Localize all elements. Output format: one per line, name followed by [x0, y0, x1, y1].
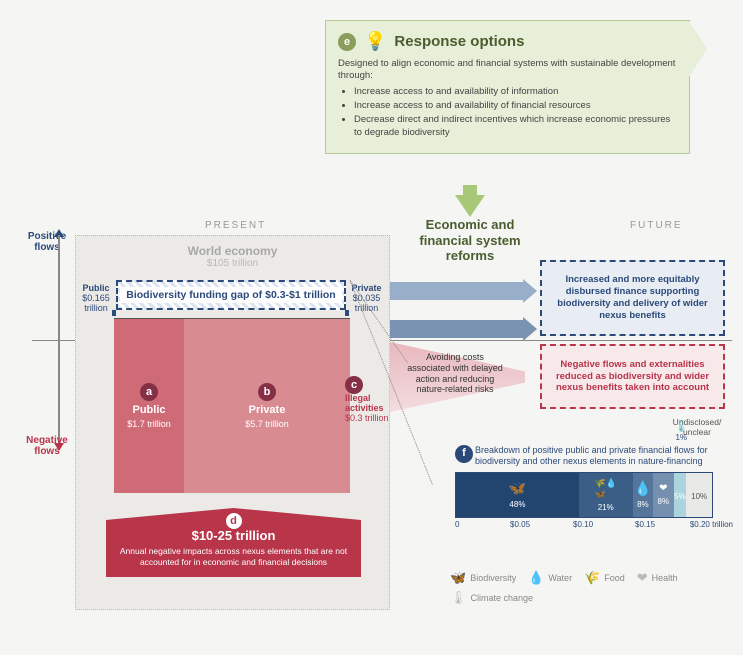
future-label: FUTURE: [630, 220, 683, 231]
present-label: PRESENT: [205, 220, 266, 231]
water-drop-icon: 💧: [528, 570, 544, 586]
badge-b: b: [258, 383, 276, 401]
badge-d: d: [225, 512, 243, 530]
big-neg-text: Annual negative impacts across nexus ele…: [116, 546, 351, 567]
negative-flows-block: a Public $1.7 trillion b Private $5.7 tr…: [114, 318, 350, 493]
segment-biodiversity: 🦋48%: [456, 473, 579, 517]
public-tick: [112, 310, 116, 316]
legend-health: ❤Health: [637, 570, 678, 586]
illegal-activities: c Illegal activities $0.3 trillion: [345, 376, 391, 424]
positive-private: Private $0.035 trillion: [344, 284, 389, 314]
annual-negative-impacts: d $10-25 trillion Annual negative impact…: [106, 508, 361, 577]
neg-private-block: b Private $5.7 trillion: [184, 319, 350, 493]
axis-tick-3: $0.15: [635, 520, 655, 529]
panel-arrow-right: [689, 21, 707, 77]
bullet-2: Increase access to and availability of f…: [354, 100, 677, 112]
down-arrow-icon: [455, 195, 485, 217]
present-panel: World economy $105 trillion Public $0.16…: [75, 235, 390, 610]
future-positive-box: Increased and more equitably disbursed f…: [540, 260, 725, 336]
health-icon: ❤: [659, 483, 667, 494]
response-title: Response options: [394, 33, 524, 50]
neg-public-label: Public: [132, 404, 165, 416]
response-bullets: Increase access to and availability of i…: [338, 86, 677, 139]
illegal-value: $0.3 trillion: [345, 413, 389, 423]
funding-gap-box: Biodiversity funding gap of $0.3-$1 tril…: [116, 280, 346, 310]
climate-pct: 1%: [675, 433, 687, 442]
arrow-to-future-2: [390, 320, 525, 338]
thermometer-icon: 🌡: [450, 590, 467, 606]
response-options-panel: e 💡 Response options Designed to align e…: [325, 20, 690, 154]
multi-icon: 🌾💧🦋: [595, 478, 617, 500]
breakdown-chart: Undisclosed/ unclear 🌡 1% f Breakdown of…: [455, 445, 717, 534]
positive-public: Public $0.165 trillion: [76, 284, 116, 314]
breakdown-bar: 🦋48% 🌾💧🦋21% 💧8% ❤8% 5% 10%: [455, 472, 713, 518]
segment-undisclosed: 10%: [686, 473, 712, 517]
segment-health: ❤8%: [653, 473, 673, 517]
axis-tick-1: $0.05: [510, 520, 530, 529]
segment-bio2: 5%: [674, 473, 687, 517]
illegal-label: Illegal activities: [345, 393, 384, 413]
badge-a: a: [140, 383, 158, 401]
negative-flows-label: Negative flows: [22, 435, 72, 457]
butterfly-icon: 🦋: [509, 480, 526, 497]
world-economy-value: $105 trillion: [76, 258, 389, 269]
funding-gap-text: Biodiversity funding gap of $0.3-$1 tril…: [120, 287, 341, 303]
positive-flows-label: Positive flows: [22, 231, 72, 253]
water-icon: 💧: [634, 480, 651, 497]
big-neg-amount: $10-25 trillion: [116, 528, 351, 543]
axis-tick-2: $0.10: [573, 520, 593, 529]
butterfly-icon: 🦋: [450, 570, 466, 586]
legend-water: 💧Water: [528, 570, 572, 586]
badge-f: f: [455, 445, 473, 463]
badge-c: c: [345, 376, 363, 394]
segment-water: 💧8%: [633, 473, 653, 517]
bullet-3: Decrease direct and indirect incentives …: [354, 114, 677, 139]
pos-public-value: $0.165 trillion: [76, 294, 116, 314]
world-economy-label: World economy: [76, 244, 389, 258]
segment-multi: 🌾💧🦋21%: [579, 473, 633, 517]
future-negative-box: Negative flows and externalities reduced…: [540, 344, 725, 409]
neg-public-block: a Public $1.7 trillion: [114, 319, 184, 493]
breakdown-title: f Breakdown of positive public and priva…: [455, 445, 717, 467]
axis-tick-0: 0: [455, 520, 459, 529]
legend: 🦋Biodiversity 💧Water 🌾Food ❤Health 🌡Clim…: [450, 570, 730, 606]
neg-private-value: $5.7 trillion: [245, 419, 289, 429]
avoiding-costs-text: Avoiding costs associated with delayed a…: [405, 352, 505, 395]
legend-climate: 🌡Climate change: [450, 590, 533, 606]
axis-tick-4: $0.20 trillion: [690, 520, 733, 529]
legend-biodiversity: 🦋Biodiversity: [450, 570, 516, 586]
arrow-to-future-1: [390, 282, 525, 300]
breakdown-axis: 0 $0.05 $0.10 $0.15 $0.20 trillion: [455, 520, 713, 534]
heart-icon: ❤: [637, 570, 648, 586]
badge-e: e: [338, 33, 356, 51]
legend-food: 🌾Food: [584, 570, 625, 586]
neg-public-value: $1.7 trillion: [127, 419, 171, 429]
response-subtitle: Designed to align economic and financial…: [338, 58, 677, 82]
wheat-icon: 🌾: [584, 570, 600, 586]
breakdown-title-text: Breakdown of positive public and private…: [475, 445, 708, 466]
lightbulb-icon: 💡: [364, 31, 386, 52]
bullet-1: Increase access to and availability of i…: [354, 86, 677, 98]
neg-private-label: Private: [249, 404, 286, 416]
thermometer-icon: 🌡: [674, 419, 689, 433]
reforms-heading: Economic and financial system reforms: [400, 217, 540, 264]
